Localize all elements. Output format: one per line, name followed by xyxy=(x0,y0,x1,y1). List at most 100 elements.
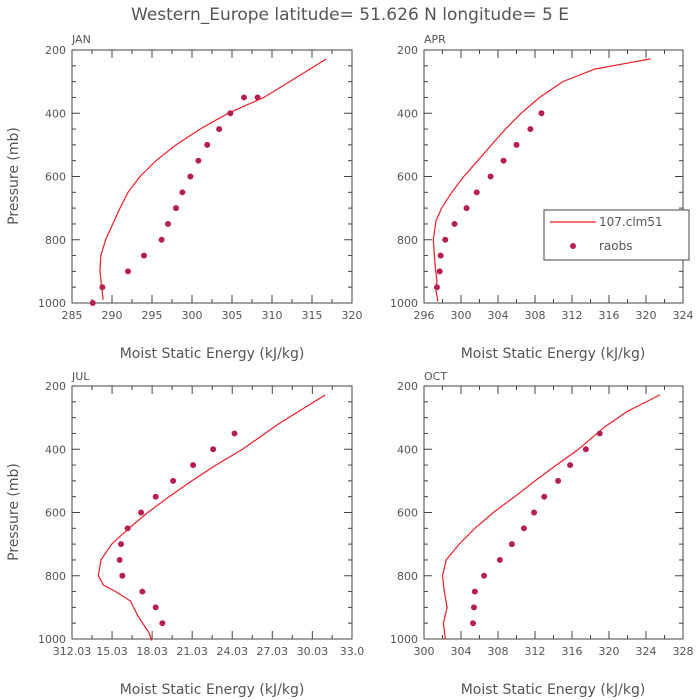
panel-jul-title: JUL xyxy=(71,370,90,383)
legend: 107.clm51 raobs xyxy=(543,209,690,261)
panel-apr-model-line xyxy=(432,58,651,302)
panel-jan-obs-point xyxy=(227,110,234,117)
legend-box xyxy=(543,209,690,261)
panel-jul-obs-point xyxy=(152,493,159,500)
panel-jan-frame xyxy=(71,49,353,304)
panel-jan-xtick-label: 320 xyxy=(342,309,363,322)
panel-jan-ylabel: Pressure (mb) xyxy=(6,127,22,225)
panel-jul-ytick-label: 800 xyxy=(45,570,66,583)
panel-oct-xtick-label: 316 xyxy=(562,645,583,658)
panel-jan-obs-point xyxy=(216,126,223,133)
panel-jan-ytick-label: 800 xyxy=(45,234,66,247)
panel-apr-obs-point xyxy=(451,220,458,227)
panel-jan-xtick-label: 315 xyxy=(302,309,323,322)
panel-jan-obs-point xyxy=(187,173,194,180)
panel-oct-obs-point xyxy=(471,588,478,595)
panel-oct-obs-point xyxy=(508,541,515,548)
panel-jan-xlabel: Moist Static Energy (kJ/kg) xyxy=(120,346,305,362)
panel-jan-title: JAN xyxy=(71,33,91,46)
panel-apr-obs-point xyxy=(538,110,545,117)
panel-jan-obs-point xyxy=(179,189,186,196)
panel-apr-obs-point xyxy=(513,141,520,148)
legend-obs-label: raobs xyxy=(599,239,633,253)
panel-oct-xtick-label: 320 xyxy=(599,645,620,658)
panel-apr-xtick-label: 308 xyxy=(525,309,546,322)
panel-jan-model-line xyxy=(99,58,327,300)
panel-oct-obs-point xyxy=(520,525,527,532)
panel-apr-xtick-label: 324 xyxy=(673,309,694,322)
panel-oct-title: OCT xyxy=(424,370,447,383)
panel-oct-xlabel: Moist Static Energy (kJ/kg) xyxy=(461,682,646,698)
panel-oct-ytick-label: 200 xyxy=(397,380,418,393)
panel-jul-ylabel: Pressure (mb) xyxy=(6,463,22,561)
panel-jul-obs-point xyxy=(159,620,166,627)
panel-jul-xtick-label: 21.03 xyxy=(176,645,208,658)
panel-oct-obs-point xyxy=(481,572,488,579)
panel-oct-obs-point xyxy=(582,446,589,453)
panel-jul-ytick-label: 1000 xyxy=(38,633,66,646)
panel-jul-obs-point xyxy=(231,430,238,437)
panel-jan-ytick-label: 400 xyxy=(45,107,66,120)
panel-oct-obs-point xyxy=(596,430,603,437)
panel-jan-xtick-label: 285 xyxy=(62,309,83,322)
panel-jul-xtick-label: 33.0 xyxy=(340,645,365,658)
panel-apr-xtick-label: 296 xyxy=(414,309,435,322)
panel-apr-obs-point xyxy=(437,252,444,259)
legend-model-label: 107.clm51 xyxy=(599,215,663,229)
panel-oct-xtick-label: 304 xyxy=(451,645,472,658)
panel-jan-obs-point xyxy=(165,220,171,227)
panel-apr-title: APR xyxy=(424,33,446,46)
panel-apr-ytick-label: 800 xyxy=(397,234,418,247)
panel-jan-xtick-label: 305 xyxy=(222,309,243,322)
panel-jul-obs-point xyxy=(139,588,146,595)
panel-jan-obs-point xyxy=(254,94,261,101)
panel-oct-ytick-label: 1000 xyxy=(390,633,418,646)
panel-apr-xtick-label: 304 xyxy=(488,309,509,322)
panel-jan-obs-point xyxy=(99,284,106,291)
panel-apr-obs-point xyxy=(527,126,534,133)
panel-apr-obs-point xyxy=(487,173,494,180)
panel-oct-obs-point xyxy=(567,462,574,469)
panel-jul-ytick-label: 400 xyxy=(45,443,66,456)
panel-oct-xtick-label: 324 xyxy=(636,645,657,658)
panel-apr-obs-point xyxy=(463,205,470,212)
panel-jul-xtick-label: 27.03 xyxy=(257,645,289,658)
panel-jan-obs-point xyxy=(241,94,247,101)
panel-jan-xtick-label: 295 xyxy=(142,309,163,322)
panel-oct-obs-point xyxy=(496,556,503,563)
panel-jul-obs-point xyxy=(170,477,177,484)
panel-jan-obs-point xyxy=(173,205,179,212)
panel-oct-obs-point xyxy=(531,509,538,516)
panel-jul-xtick-label: 30.03 xyxy=(297,645,329,658)
panel-apr-obs-point xyxy=(436,268,443,275)
panel-jul-obs-point xyxy=(118,541,125,548)
panel-jul-xtick-label: 15.03 xyxy=(96,645,128,658)
panel-jul-obs-point xyxy=(116,556,123,563)
panel-oct-xtick-label: 300 xyxy=(414,645,435,658)
panel-oct-xtick-label: 312 xyxy=(525,645,546,658)
panel-oct-model-line xyxy=(441,394,661,640)
panel-jul-model-line xyxy=(97,394,326,641)
panel-jul-xlabel: Moist Static Energy (kJ/kg) xyxy=(120,682,305,698)
panel-oct-xtick-label: 328 xyxy=(673,645,694,658)
panel-apr-ytick-label: 400 xyxy=(397,107,418,120)
panel-jan-xtick-label: 300 xyxy=(182,309,203,322)
panel-apr-xtick-label: 300 xyxy=(451,309,472,322)
panel-jan-ytick-label: 1000 xyxy=(38,297,66,310)
panel-apr-obs-point xyxy=(433,284,440,291)
panel-jan-obs-point xyxy=(204,141,211,148)
panel-apr-ytick-label: 1000 xyxy=(390,297,418,310)
panel-apr-ytick-label: 200 xyxy=(397,44,418,57)
panel-apr-obs-point xyxy=(500,157,507,164)
panel-jul-frame xyxy=(71,385,353,640)
panel-oct-ytick-label: 800 xyxy=(397,570,418,583)
panel-jan-obs-point xyxy=(89,300,96,306)
panel-apr-xlabel: Moist Static Energy (kJ/kg) xyxy=(461,346,646,362)
